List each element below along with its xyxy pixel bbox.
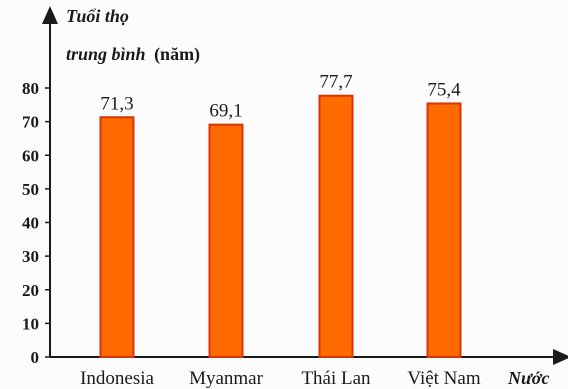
y-tick-label: 10 — [22, 314, 39, 333]
y-axis-title-unit: (năm) — [154, 44, 200, 65]
y-tick-label: 40 — [22, 214, 39, 233]
bar-value-label: 77,7 — [319, 72, 352, 93]
bar-3 — [318, 94, 354, 358]
bar-value-label: 69,1 — [209, 101, 242, 122]
y-tick-label: 60 — [22, 146, 39, 165]
x-category-label: Thái Lan — [301, 368, 371, 389]
x-category-label: Việt Nam — [407, 368, 480, 389]
bar-value-label: 75,4 — [427, 79, 461, 100]
y-tick-label: 0 — [31, 348, 40, 367]
y-axis-title-italic-part: trung bình — [66, 44, 146, 64]
y-tick-label: 80 — [22, 79, 39, 98]
bar-value-label: 71,3 — [100, 93, 133, 114]
x-category-label: Myanmar — [189, 368, 264, 389]
x-axis-title: Nước — [507, 368, 549, 388]
bar-2 — [208, 123, 244, 359]
y-axis-title-line1: Tuổi thọ — [66, 6, 129, 26]
bar-1 — [99, 116, 135, 358]
y-tick-label: 20 — [22, 281, 39, 300]
bar-4 — [426, 102, 462, 358]
x-category-label: Indonesia — [80, 368, 154, 389]
y-tick-label: 30 — [22, 247, 39, 266]
y-tick-label: 70 — [22, 113, 39, 132]
y-tick-label: 50 — [22, 180, 39, 199]
y-axis-title-line2: trung bình (năm) — [66, 44, 200, 65]
